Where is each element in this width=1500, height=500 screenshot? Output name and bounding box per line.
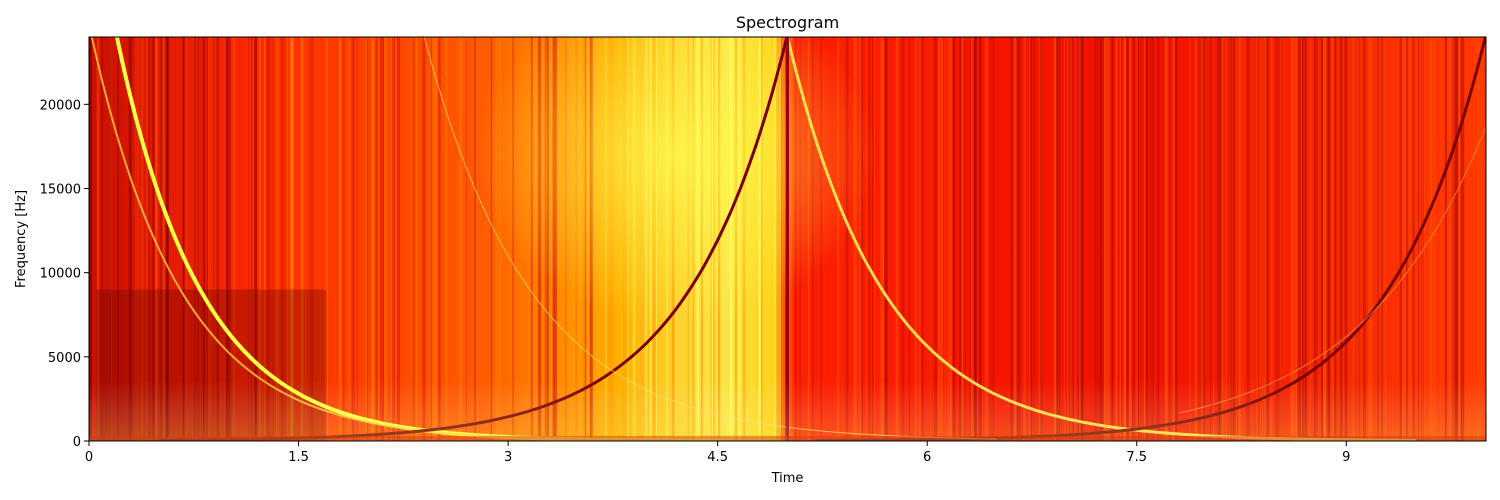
x-tick-label: 3 — [504, 450, 512, 465]
plot-area — [89, 37, 1486, 441]
x-tick-label: 0 — [85, 450, 93, 465]
x-tick-label: 6 — [923, 450, 931, 465]
x-tick-label: 9 — [1342, 450, 1350, 465]
y-tick-label: 0 — [73, 435, 81, 450]
y-tick-label: 10000 — [40, 267, 81, 282]
x-axis-label: Time — [771, 471, 804, 486]
y-tick-label: 5000 — [48, 351, 81, 366]
y-axis: 0 5000 10000 15000 20000 — [40, 98, 89, 450]
plot-frame — [88, 36, 1487, 442]
y-axis-label: Frequency [Hz] — [14, 190, 29, 288]
x-axis: 0 1.5 3 4.5 6 7.5 9 — [85, 441, 1350, 465]
y-tick-label: 15000 — [40, 183, 81, 198]
x-tick-label: 7.5 — [1126, 450, 1147, 465]
y-tick-label: 20000 — [40, 98, 81, 113]
x-tick-label: 1.5 — [288, 450, 309, 465]
x-tick-label: 4.5 — [707, 450, 728, 465]
chart-title: Spectrogram — [736, 13, 839, 32]
